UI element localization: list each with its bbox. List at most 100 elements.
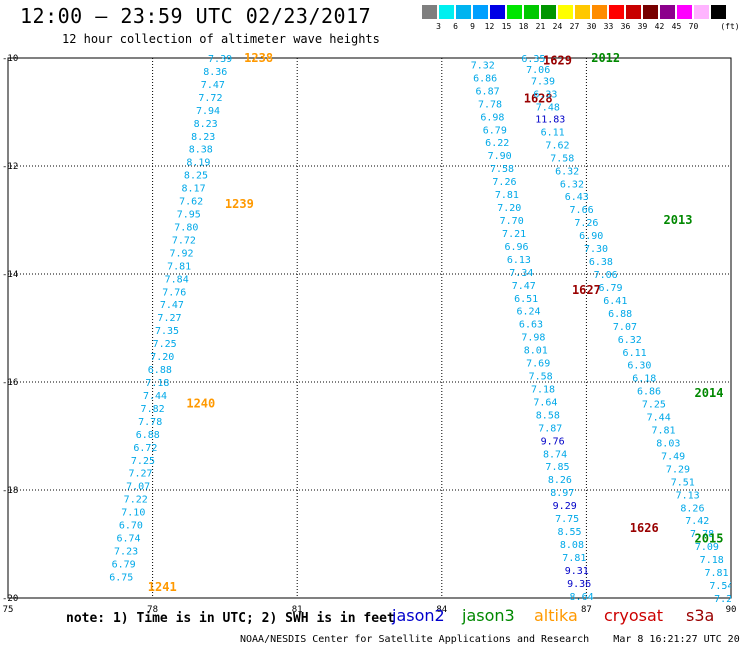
scale-label: 39	[637, 22, 648, 31]
wave-height-value: 7.81	[562, 553, 586, 564]
wave-height-value: 7.29	[666, 464, 690, 475]
scale-swatch	[609, 5, 624, 19]
footer: NOAA/NESDIS Center for Satellite Applica…	[240, 634, 740, 645]
scale-swatch	[592, 5, 607, 19]
wave-height-value: 7.32	[471, 60, 495, 71]
wave-height-value: 7.25	[642, 400, 666, 411]
wave-height-value: 6.86	[473, 73, 497, 84]
wave-height-value: 7.62	[545, 140, 569, 151]
scale-label: 24	[552, 22, 563, 31]
wave-height-value: 7.27	[157, 313, 181, 324]
wave-height-value: 7.44	[647, 413, 671, 424]
wave-height-value: 6.43	[565, 192, 589, 203]
wave-height-value: 8.19	[186, 158, 210, 169]
scale-label: 15	[501, 22, 512, 31]
wave-height-value: 6.32	[560, 179, 584, 190]
wave-height-value: 7.58	[490, 164, 514, 175]
scale-swatch	[541, 5, 556, 19]
wave-height-value: 8.74	[543, 449, 567, 460]
scale-swatch	[439, 5, 454, 19]
wave-height-value: 6.32	[555, 166, 579, 177]
wave-height-value: 7.85	[545, 462, 569, 473]
wave-height-value: 7.92	[169, 248, 193, 259]
wave-height-value: 6.88	[136, 430, 160, 441]
wave-height-value: 7.48	[536, 103, 560, 114]
wave-height-value: 7.39	[208, 54, 232, 65]
wave-height-value: 7.81	[651, 426, 675, 437]
wave-height-value: 7.69	[526, 359, 550, 370]
wave-height-value: 6.98	[480, 112, 504, 123]
wave-height-value: 6.51	[514, 294, 538, 305]
wave-height-value: 7.72	[172, 235, 196, 246]
wave-height-value: 7.51	[671, 477, 695, 488]
y-tick-label: -16	[2, 378, 18, 388]
scale-label: 30	[586, 22, 597, 31]
wave-height-value: 7.82	[141, 404, 165, 415]
wave-height-value: 7.09	[695, 542, 719, 553]
wave-height-value: 7.47	[160, 300, 184, 311]
wave-height-value: 6.38	[589, 257, 613, 268]
scale-swatch	[694, 5, 709, 19]
scale-swatch	[473, 5, 488, 19]
pass-time-label: 1240	[186, 397, 215, 411]
scale-swatch	[626, 5, 641, 19]
scale-label: 12	[484, 22, 495, 31]
pass-time-label: 2015	[695, 532, 724, 546]
wave-height-value: 6.96	[504, 242, 528, 253]
pass-time-label: 1629	[543, 54, 572, 68]
wave-height-value: 11.83	[535, 114, 565, 125]
wave-height-value: 9.76	[541, 436, 565, 447]
scale-label: 21	[535, 22, 546, 31]
legend-cryosat: cryosat	[604, 606, 664, 625]
wave-height-value: 7.81	[704, 568, 728, 579]
wave-height-value: 8.08	[560, 540, 584, 551]
wave-height-value: 6.75	[109, 572, 133, 583]
scale-label: 70	[688, 22, 699, 31]
wave-height-value: 7.62	[179, 197, 203, 208]
wave-height-value: 8.23	[191, 132, 215, 143]
scale-label: 6	[453, 22, 458, 31]
units-note: note: 1) Time is in UTC; 2) SWH is in fe…	[66, 611, 395, 626]
wave-height-value: 7.98	[521, 333, 545, 344]
wave-height-value: 7.06	[526, 65, 550, 76]
wave-height-value: 7.90	[488, 151, 512, 162]
wave-height-value: 6.79	[483, 125, 507, 136]
wave-height-value: 6.41	[603, 296, 627, 307]
wave-height-value: 7.22	[124, 495, 148, 506]
wave-height-value: 6.79	[112, 559, 136, 570]
x-tick-label: 75	[3, 605, 14, 615]
wave-height-value: 8.17	[182, 184, 206, 195]
scale-swatch	[524, 5, 539, 19]
wave-height-value: 6.11	[541, 127, 565, 138]
scale-swatch	[575, 5, 590, 19]
wave-height-value: 7.87	[538, 423, 562, 434]
wave-height-value: 8.25	[184, 171, 208, 182]
wave-height-value: 7.25	[714, 594, 738, 605]
wave-height-value: 7.10	[121, 508, 145, 519]
scale-unit: (ft)	[720, 22, 740, 31]
wave-height-value: 8.23	[194, 119, 218, 130]
wave-height-value: 6.11	[623, 348, 647, 359]
pass-time-label: 1239	[225, 197, 254, 211]
wave-height-value: 8.03	[656, 438, 680, 449]
wave-height-value: 7.80	[174, 222, 198, 233]
wave-height-value: 7.47	[512, 281, 536, 292]
pass-time-label: 2012	[591, 51, 620, 65]
legend-jason2: jason2	[392, 606, 445, 625]
wave-height-value: 6.90	[579, 231, 603, 242]
pass-time-label: 2013	[664, 213, 693, 227]
wave-height-value: 6.33	[533, 90, 557, 101]
wave-height-value: 7.58	[550, 153, 574, 164]
y-tick-label: -12	[2, 162, 18, 172]
wave-height-value: 7.27	[129, 469, 153, 480]
scale-label: 42	[654, 22, 665, 31]
scale-label: 18	[518, 22, 529, 31]
plot-frame	[7, 57, 732, 599]
scale-label: 9	[470, 22, 475, 31]
page-subtitle: 12 hour collection of altimeter wave hei…	[62, 32, 380, 46]
wave-height-value: 7.76	[162, 287, 186, 298]
legend-s3a: s3a	[686, 606, 715, 625]
scale-swatch	[677, 5, 692, 19]
wave-height-value: 6.79	[598, 283, 622, 294]
x-tick-label: 81	[292, 605, 303, 615]
